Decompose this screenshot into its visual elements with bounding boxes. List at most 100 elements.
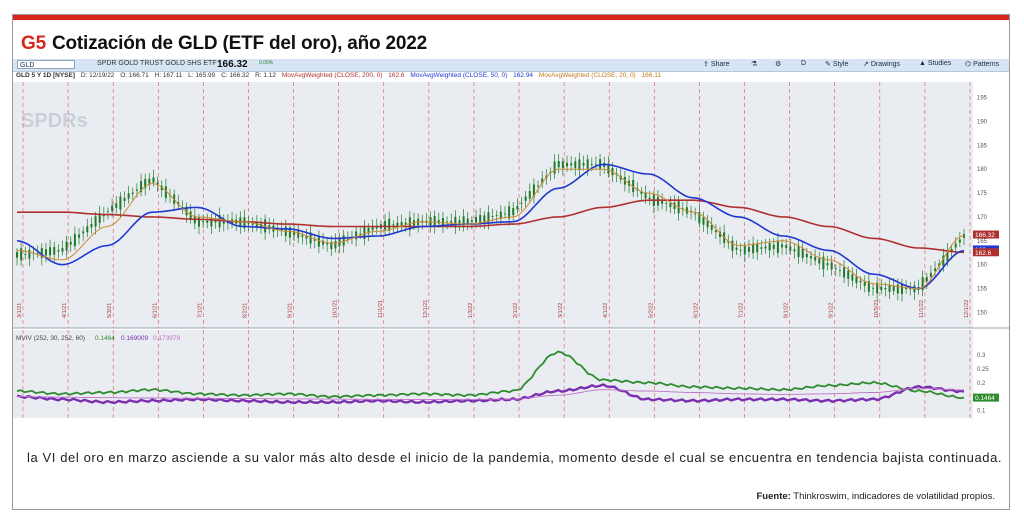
- timeframe-button[interactable]: D: [801, 60, 807, 67]
- date-tick-label: 8/2/21: [242, 303, 248, 318]
- candle-body: [479, 214, 482, 223]
- date-tick-label: 10/3/22: [874, 300, 880, 318]
- candle-body: [880, 286, 883, 291]
- candle-body: [859, 280, 862, 283]
- candle-body: [94, 216, 97, 227]
- candle-body: [53, 247, 56, 255]
- candle-body: [578, 159, 581, 171]
- studies-button[interactable]: ▲ Studies: [919, 60, 952, 67]
- vol-pink-line: [17, 387, 965, 400]
- candle-body: [685, 207, 688, 214]
- price-tick-label: 155: [977, 287, 988, 293]
- figure-title-text: Cotización de GLD (ETF del oro), año 202…: [51, 33, 427, 54]
- candle-body: [900, 284, 903, 294]
- candle-body: [768, 243, 771, 251]
- ma20-line: [16, 168, 965, 290]
- candle-body: [826, 263, 829, 266]
- drawings-button[interactable]: ↗ Drawings: [863, 61, 900, 68]
- candle-body: [268, 225, 271, 230]
- candle-body: [843, 267, 846, 278]
- candle-body: [359, 233, 362, 235]
- date-tick-label: 3/1/21: [17, 303, 23, 318]
- candle-body: [793, 249, 796, 252]
- candle-body: [714, 230, 717, 233]
- info-date: D: 12/19/22: [80, 72, 115, 79]
- studies-label: Studies: [927, 60, 952, 67]
- candle-body: [665, 203, 668, 204]
- candle-body: [326, 243, 329, 245]
- candle-body: [673, 202, 676, 210]
- candle-body: [69, 241, 72, 245]
- date-tick-label: 11/1/21: [378, 300, 384, 318]
- price-tick-label: 190: [977, 119, 988, 125]
- date-tick-label: 12/1/21: [423, 300, 429, 318]
- candle-body: [847, 270, 850, 279]
- study-info-line: GLD 5 Y 1D [NYSE] D: 12/19/22 O: 166.71 …: [13, 72, 1009, 82]
- candle-body: [946, 250, 949, 262]
- candle-body: [690, 210, 693, 212]
- candle-body: [789, 246, 792, 251]
- candle-body: [785, 244, 788, 249]
- stock-chart[interactable]: SPDRs MVIV (252, 30, 252, 60) 0.1464 0.1…: [13, 82, 1009, 418]
- candle-body: [781, 244, 784, 248]
- candle-body: [681, 208, 684, 210]
- patterns-button[interactable]: ⌬ Patterns: [965, 61, 1000, 68]
- candle-body: [743, 245, 746, 255]
- gear-icon[interactable]: ⚙: [775, 61, 782, 68]
- candle-body: [135, 189, 138, 191]
- vol-marker-box: [973, 393, 999, 402]
- candle-body: [797, 245, 800, 257]
- share-button[interactable]: ⇪ Share: [703, 61, 730, 68]
- candle-body: [342, 235, 345, 246]
- candle-body: [61, 248, 64, 252]
- candle-body: [36, 252, 39, 254]
- info-close: C: 166.32: [221, 72, 250, 79]
- candle-body: [958, 239, 961, 243]
- candle-body: [470, 220, 473, 222]
- candle-body: [561, 161, 564, 169]
- candle-body: [632, 179, 635, 193]
- candle-body: [106, 211, 109, 213]
- candle-body: [127, 193, 130, 199]
- figure-caption: la VI del oro en marzo asciende a su val…: [27, 450, 1003, 465]
- candle-body: [475, 217, 478, 223]
- price-tick-label: 160: [977, 263, 988, 269]
- date-tick-label: 4/1/21: [62, 303, 68, 318]
- candle-body: [148, 178, 151, 184]
- price-marker-box: [973, 230, 999, 239]
- candle-body: [243, 217, 246, 228]
- vol-green-line: [16, 350, 965, 400]
- candle-body: [86, 226, 89, 233]
- candle-body: [437, 220, 440, 224]
- candle-body: [206, 220, 209, 223]
- candle-body: [805, 253, 808, 258]
- candle-body: [429, 217, 432, 226]
- candle-body: [644, 192, 647, 199]
- date-tick-label: 2/1/22: [513, 303, 519, 318]
- figure-source: Fuente: Thinkroswim, indicadores de vola…: [757, 491, 996, 502]
- info-range: R: 1.12: [255, 72, 277, 79]
- candle-body: [49, 247, 52, 256]
- candle-body: [851, 274, 854, 281]
- candle-body: [313, 238, 316, 241]
- price-tick-label: 180: [977, 167, 988, 173]
- source-text: Thinkroswim, indicadores de volatilidad …: [793, 491, 995, 502]
- candle-body: [669, 202, 672, 208]
- candle-body: [574, 161, 577, 169]
- style-button[interactable]: ✎ Style: [825, 61, 849, 68]
- flask-icon[interactable]: ⚗: [751, 61, 758, 68]
- vol-value-3: 0.173979: [153, 335, 180, 342]
- candle-body: [462, 216, 465, 227]
- candle-body: [801, 248, 804, 259]
- candle-body: [322, 240, 325, 245]
- candle-body: [16, 251, 18, 258]
- ma200-label: MovAvgWeighted (CLOSE, 200, 0): [281, 72, 383, 79]
- symbol-input[interactable]: GLD: [17, 60, 75, 69]
- candle-body: [185, 206, 188, 216]
- figure-tag: G5: [21, 33, 46, 54]
- date-tick-label: 4/1/22: [603, 303, 609, 318]
- candle-body: [123, 197, 126, 201]
- info-low: L: 165.99: [188, 72, 216, 79]
- drawings-label: Drawings: [870, 61, 900, 68]
- candle-body: [503, 213, 506, 215]
